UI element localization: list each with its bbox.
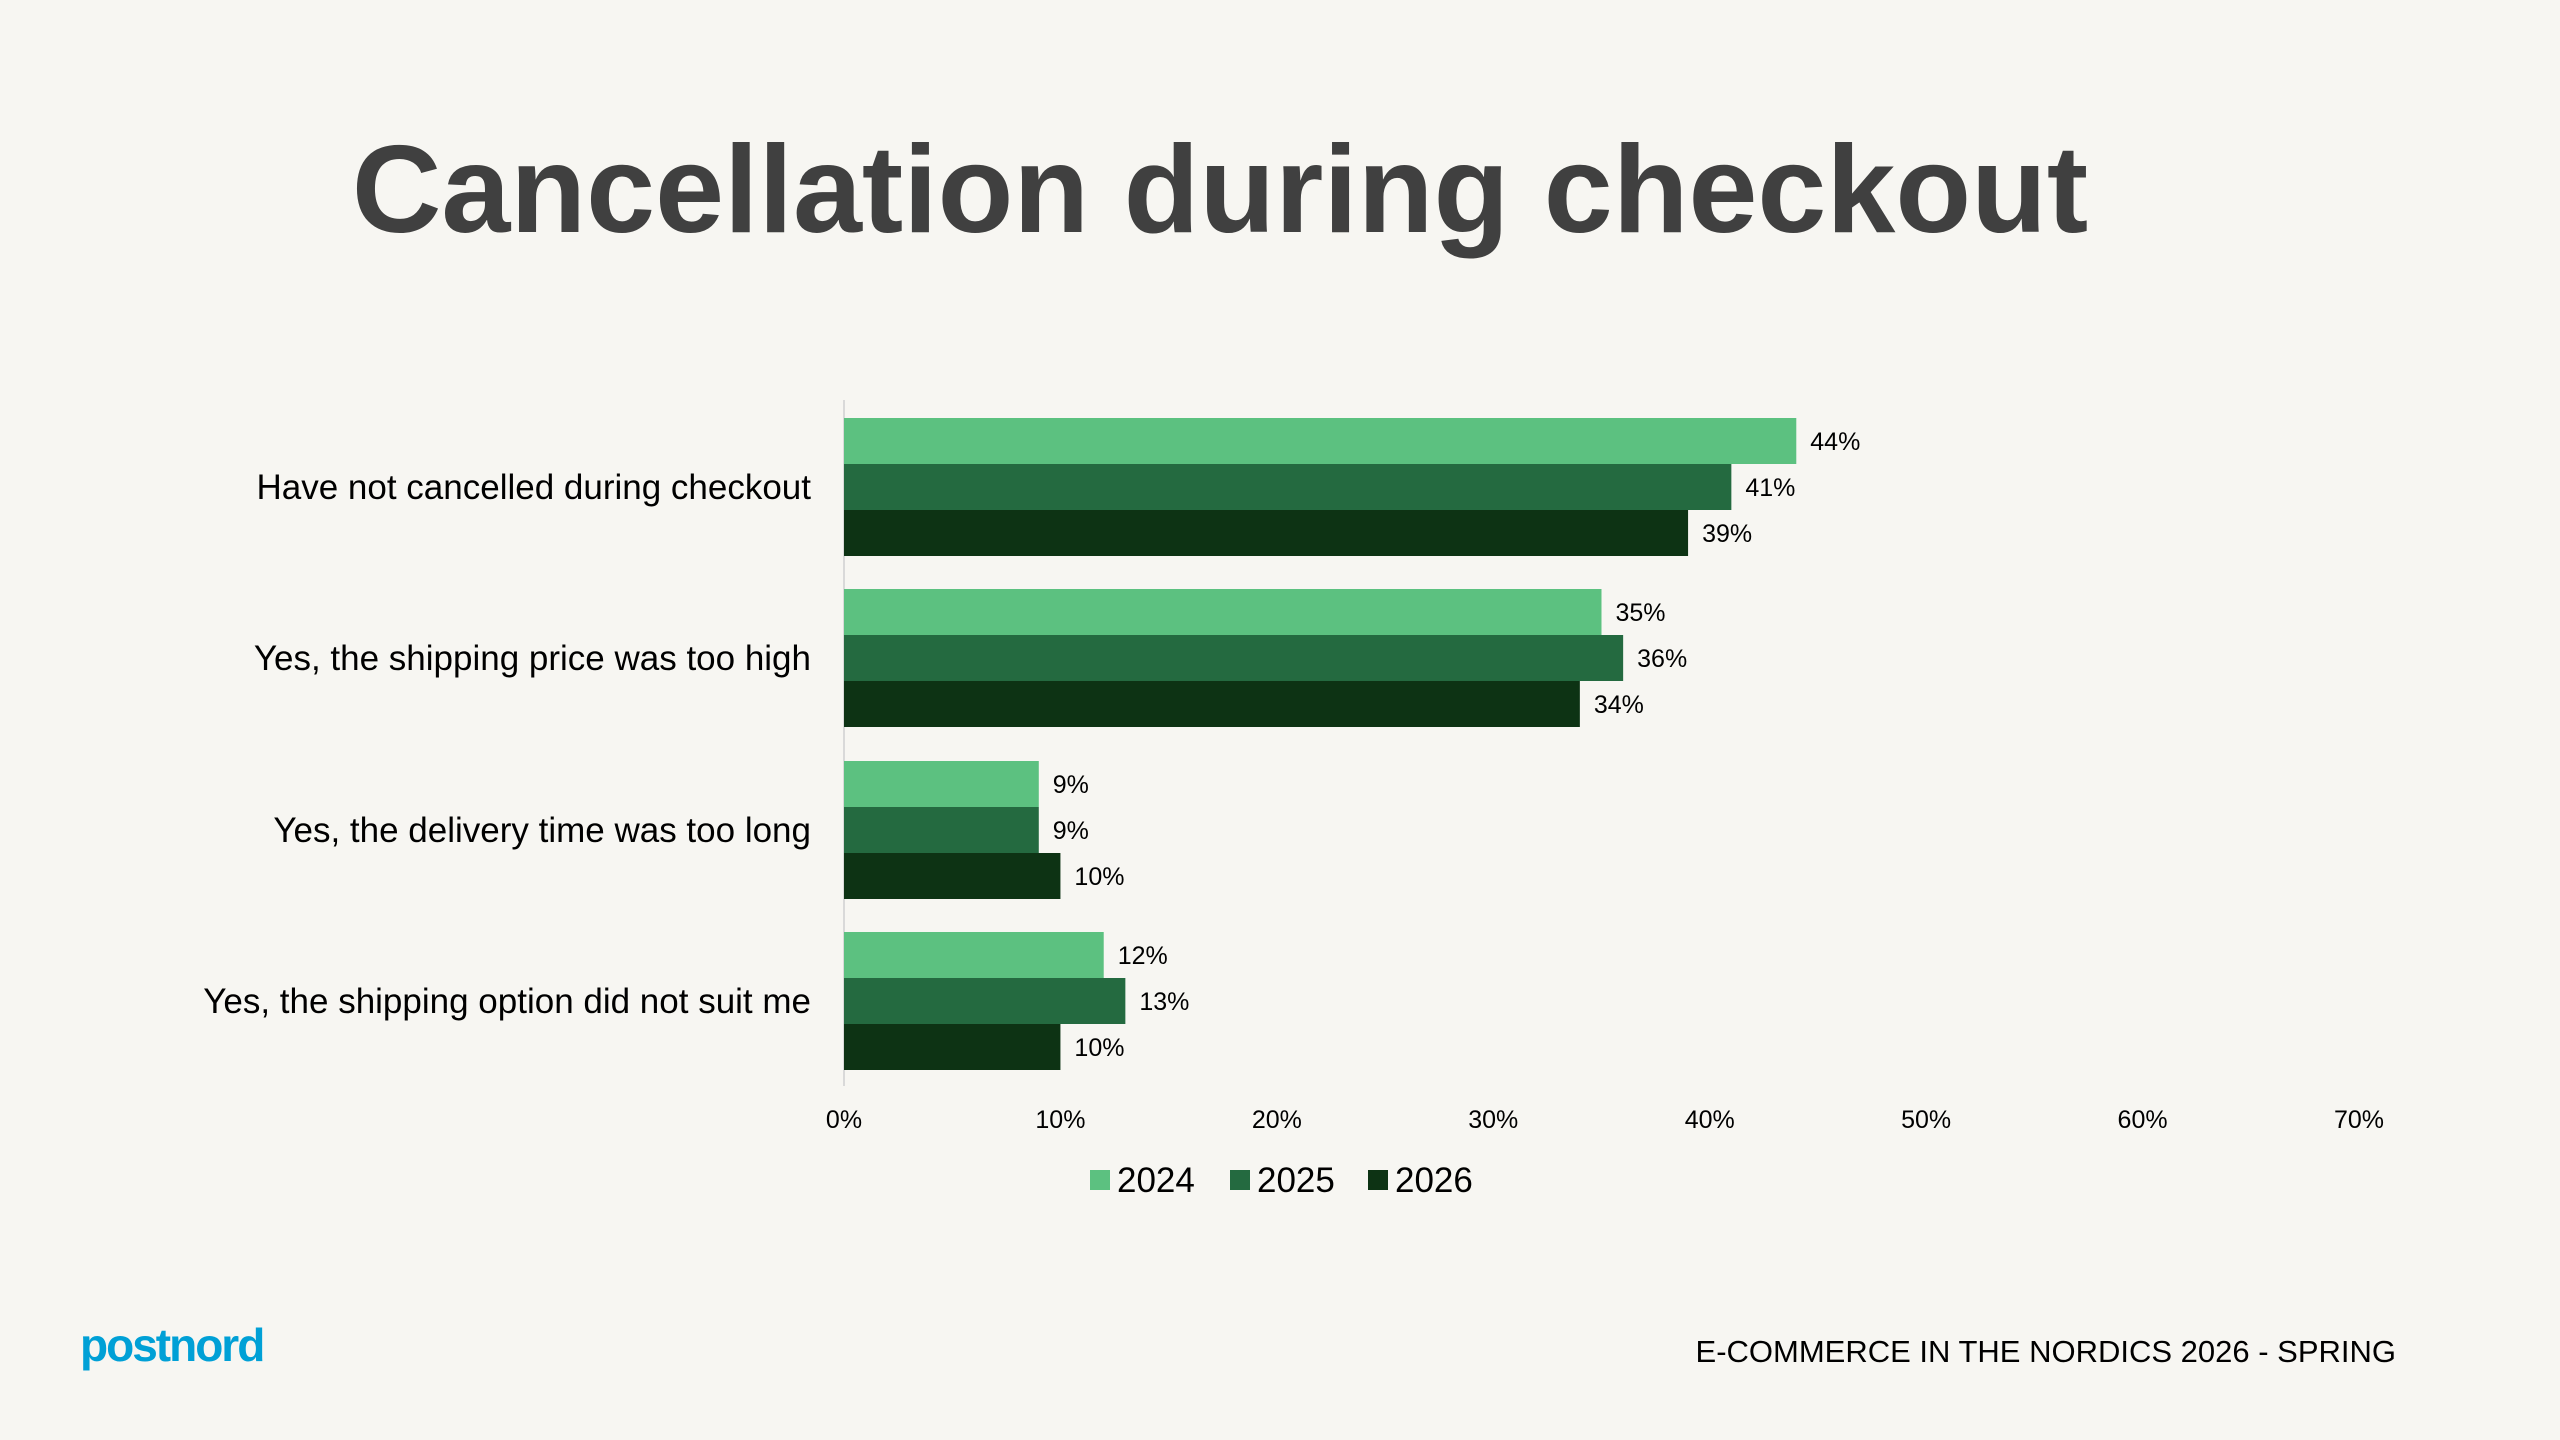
- legend-label: 2026: [1395, 1161, 1473, 1200]
- bar-2026: [844, 681, 1580, 727]
- bar-2026: [844, 510, 1689, 556]
- data-label: 9%: [1053, 817, 1089, 845]
- bar-2024: [844, 589, 1602, 635]
- data-label: 44%: [1810, 428, 1860, 456]
- x-tick-label: 40%: [1685, 1106, 1735, 1134]
- page-title: Cancellation during checkout: [351, 121, 2089, 259]
- bar-2024: [844, 761, 1039, 807]
- bar-2024: [844, 932, 1104, 978]
- legend-swatch-2026: [1368, 1170, 1388, 1190]
- category-label: Have not cancelled during checkout: [256, 468, 811, 507]
- data-label: 9%: [1053, 771, 1089, 799]
- footer-text: E-COMMERCE IN THE NORDICS 2026 - SPRING: [1695, 1334, 2396, 1369]
- legend-label: 2024: [1117, 1161, 1195, 1200]
- bar-2025: [844, 464, 1732, 510]
- data-label: 13%: [1139, 988, 1189, 1016]
- x-tick-label: 20%: [1252, 1106, 1302, 1134]
- category-label: Yes, the delivery time was too long: [273, 811, 811, 850]
- legend-swatch-2025: [1230, 1170, 1250, 1190]
- data-label: 10%: [1074, 863, 1124, 891]
- x-tick-label: 70%: [2334, 1106, 2384, 1134]
- legend-label: 2025: [1257, 1161, 1335, 1200]
- x-tick-label: 50%: [1901, 1106, 1951, 1134]
- data-label: 39%: [1702, 520, 1752, 548]
- x-tick-label: 30%: [1468, 1106, 1518, 1134]
- postnord-logo: postnord: [80, 1319, 265, 1371]
- category-label: Yes, the shipping price was too high: [254, 639, 811, 678]
- x-tick-label: 10%: [1035, 1106, 1085, 1134]
- data-label: 10%: [1074, 1034, 1124, 1062]
- bar-2025: [844, 978, 1126, 1024]
- data-label: 36%: [1637, 645, 1687, 673]
- data-label: 41%: [1745, 474, 1795, 502]
- bar-2025: [844, 635, 1624, 681]
- bar-2024: [844, 418, 1797, 464]
- bar-2026: [844, 853, 1061, 899]
- x-tick-label: 60%: [2118, 1106, 2168, 1134]
- bar-2026: [844, 1024, 1061, 1070]
- category-label: Yes, the shipping option did not suit me: [203, 982, 811, 1021]
- bar-2025: [844, 807, 1039, 853]
- data-label: 12%: [1118, 942, 1168, 970]
- x-tick-label: 0%: [826, 1106, 862, 1134]
- data-label: 34%: [1594, 691, 1644, 719]
- data-label: 35%: [1616, 599, 1666, 627]
- legend-swatch-2024: [1090, 1170, 1110, 1190]
